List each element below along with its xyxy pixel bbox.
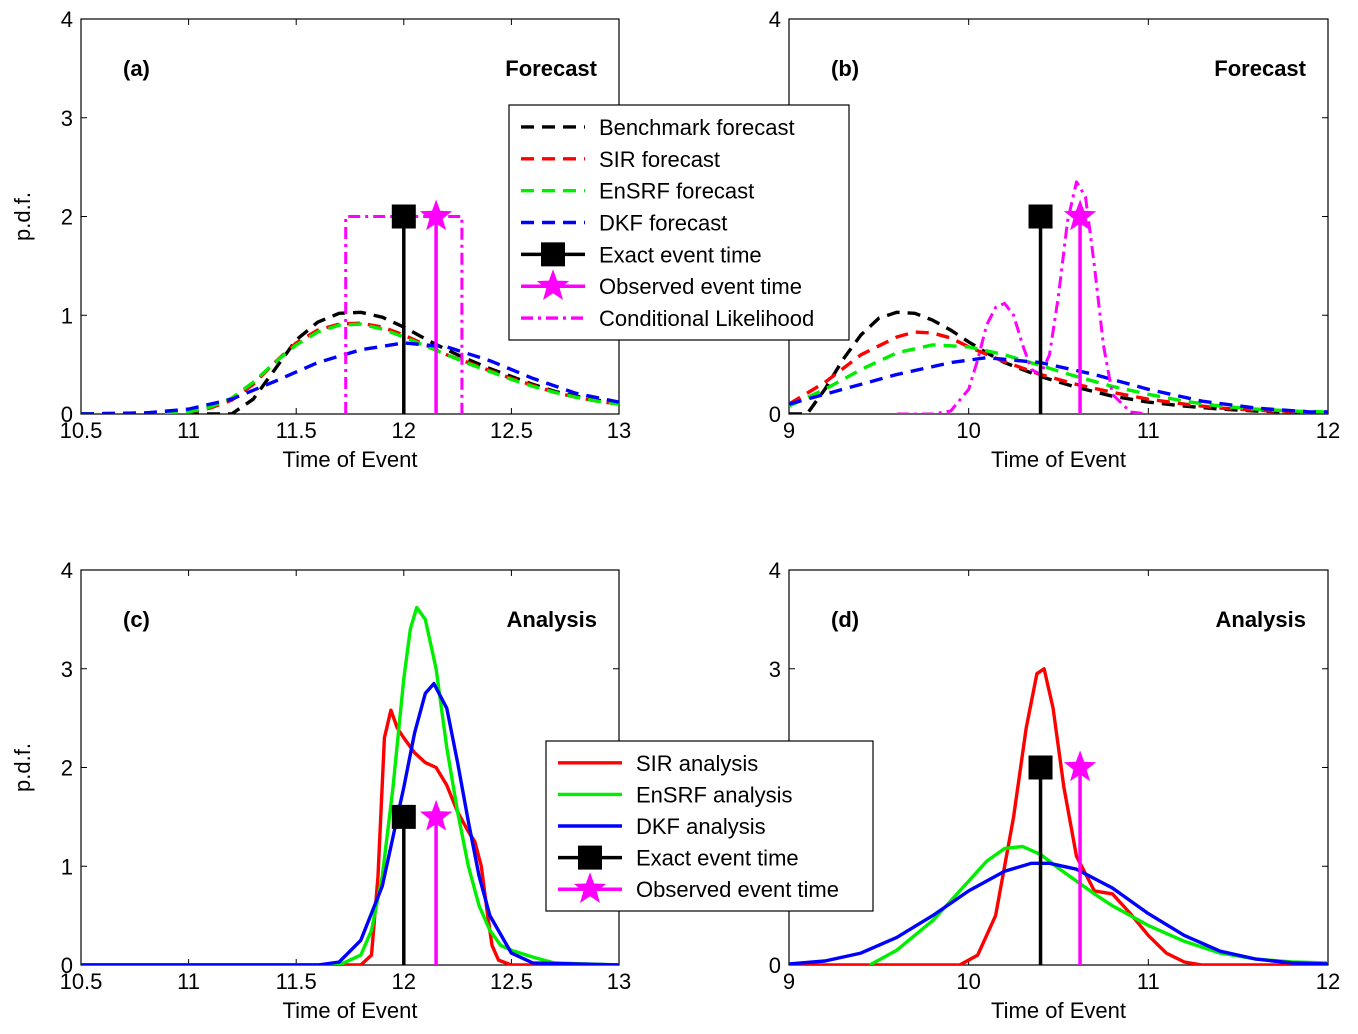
panel-label: (c) <box>123 607 150 632</box>
observed-event-marker <box>1063 750 1097 782</box>
observed-event-marker <box>419 799 453 831</box>
legend-entry-label: Conditional Likelihood <box>599 306 814 331</box>
legend-entry-label: SIR analysis <box>636 751 758 776</box>
series-line-sir-analysis <box>81 708 619 965</box>
series-line-ensrf-forecast <box>81 322 619 414</box>
legend-entry-label: SIR forecast <box>599 147 720 172</box>
series-line-ensrf-forecast <box>789 343 1328 414</box>
y-tick-label: 4 <box>769 558 781 583</box>
x-tick-label: 13 <box>607 418 631 443</box>
legend-entry-label: Exact event time <box>599 242 762 267</box>
legend-entry-label: EnSRF analysis <box>636 782 793 807</box>
exact-event-marker <box>391 804 416 829</box>
x-tick-label: 10 <box>956 418 980 443</box>
series-group <box>789 180 1328 414</box>
y-axis-label: p.d.f. <box>10 743 35 792</box>
x-tick-label: 9 <box>783 969 795 994</box>
x-tick-label: 12.5 <box>490 969 533 994</box>
series-line-benchmark-forecast <box>789 310 1328 414</box>
panel-label: (d) <box>831 607 859 632</box>
exact-event-marker <box>1028 204 1053 229</box>
observed-event-marker <box>419 199 453 231</box>
x-tick-label: 10.5 <box>60 418 103 443</box>
y-tick-label: 3 <box>769 657 781 682</box>
panel-label: (b) <box>831 56 859 81</box>
legend-entry-label: DKF forecast <box>599 211 727 236</box>
x-tick-label: 11.5 <box>276 969 317 994</box>
y-tick-label: 0 <box>61 402 73 427</box>
series-line-ensrf-analysis <box>868 844 1328 965</box>
x-tick-label: 12 <box>1316 969 1340 994</box>
observed-event-marker <box>1063 199 1097 231</box>
x-tick-label: 11 <box>177 418 200 443</box>
legend-entry-label: Observed event time <box>599 274 802 299</box>
y-tick-label: 2 <box>61 205 73 230</box>
x-tick-label: 13 <box>607 969 631 994</box>
x-axis-label: Time of Event <box>283 998 418 1023</box>
x-axis-label: Time of Event <box>283 447 418 472</box>
legend-entry-label: Observed event time <box>636 877 839 902</box>
x-tick-label: 11.5 <box>276 418 317 443</box>
x-axis-label: Time of Event <box>991 447 1126 472</box>
exact-event-marker <box>391 204 416 229</box>
y-axis-label: p.d.f. <box>10 192 35 241</box>
x-tick-label: 11 <box>177 969 200 994</box>
series-line-sir-forecast <box>789 330 1328 414</box>
x-tick-label: 10.5 <box>60 969 103 994</box>
series-group <box>789 667 1328 965</box>
y-tick-label: 3 <box>61 106 73 131</box>
y-tick-label: 1 <box>61 854 73 879</box>
stage-label: Analysis <box>1216 607 1307 632</box>
exact-event-marker <box>1028 755 1053 780</box>
x-tick-label: 12 <box>392 418 416 443</box>
series-line-conditional-likelihood <box>896 180 1149 414</box>
y-tick-label: 2 <box>61 756 73 781</box>
stage-label: Forecast <box>505 56 597 81</box>
legend-entry-label: Benchmark forecast <box>599 115 795 140</box>
x-tick-label: 10 <box>956 969 980 994</box>
x-tick-label: 12.5 <box>490 418 533 443</box>
stage-label: Analysis <box>507 607 598 632</box>
legend-exact-marker <box>541 242 565 267</box>
y-tick-label: 0 <box>769 953 781 978</box>
legend-exact-marker <box>578 845 602 870</box>
legend-c: SIR analysis EnSRF analysis DKF analysis Ex… <box>545 740 874 912</box>
legend-observed-marker <box>573 872 607 903</box>
panel-b: 910111201234Time of Event(b)Forecast <box>769 7 1340 472</box>
y-tick-label: 0 <box>61 953 73 978</box>
y-tick-label: 0 <box>769 402 781 427</box>
legend-a: Benchmark forecast SIR forecast EnSRF fore… <box>508 104 850 341</box>
y-tick-label: 3 <box>61 657 73 682</box>
series-line-dkf-forecast <box>789 356 1328 414</box>
series-line-dkf-analysis <box>789 861 1328 965</box>
series-line-sir-analysis <box>789 667 1328 965</box>
series-line-dkf-forecast <box>81 341 619 414</box>
legend-entry-label: Exact event time <box>636 846 799 871</box>
legend-observed-marker <box>536 269 570 300</box>
series-group <box>81 605 619 965</box>
y-tick-label: 4 <box>61 558 73 583</box>
y-tick-label: 4 <box>61 7 73 32</box>
x-tick-label: 11 <box>1137 969 1160 994</box>
panel-d: 910111201234Time of Event(d)Analysis <box>769 558 1340 1023</box>
y-tick-label: 1 <box>61 303 73 328</box>
x-tick-label: 9 <box>783 418 795 443</box>
series-line-dkf-analysis <box>81 681 619 965</box>
x-tick-label: 12 <box>392 969 416 994</box>
legend-entry-label: DKF analysis <box>636 814 766 839</box>
x-tick-label: 12 <box>1316 418 1340 443</box>
panel-label: (a) <box>123 56 150 81</box>
legend-entry-label: EnSRF forecast <box>599 179 754 204</box>
series-line-sir-forecast <box>81 321 619 414</box>
x-axis-label: Time of Event <box>991 998 1126 1023</box>
series-line-ensrf-analysis <box>81 605 619 965</box>
stage-label: Forecast <box>1214 56 1306 81</box>
x-tick-label: 11 <box>1137 418 1160 443</box>
y-tick-label: 4 <box>769 7 781 32</box>
